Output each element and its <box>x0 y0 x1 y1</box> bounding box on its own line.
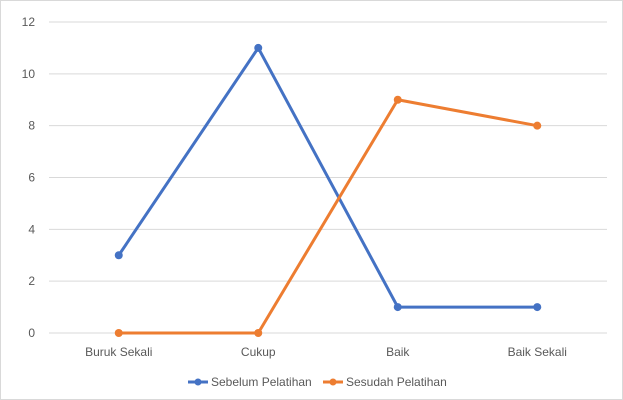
x-tick-label: Baik Sekali <box>508 345 567 359</box>
y-tick-label: 2 <box>28 274 35 288</box>
series-line <box>117 46 539 309</box>
y-tick-label: 8 <box>28 119 35 133</box>
x-axis-ticks: Buruk Sekali Cukup Baik Baik Sekali <box>85 345 567 359</box>
legend: Sebelum Pelatihan Sesudah Pelatihan <box>188 375 447 389</box>
legend-item: Sebelum Pelatihan <box>188 375 312 389</box>
x-tick-label: Baik <box>386 345 410 359</box>
y-tick-label: 4 <box>28 222 35 236</box>
y-tick-label: 6 <box>28 171 35 185</box>
data-point <box>114 329 123 337</box>
legend-label: Sesudah Pelatihan <box>346 375 447 389</box>
x-tick-label: Buruk Sekali <box>85 345 152 359</box>
legend-point-marker <box>329 378 337 386</box>
data-point <box>114 251 123 260</box>
y-tick-label: 12 <box>22 15 36 29</box>
data-point <box>393 303 402 312</box>
x-tick-label: Cukup <box>241 345 276 359</box>
data-point <box>254 43 263 52</box>
y-tick-label: 10 <box>22 67 36 81</box>
series-1 <box>114 43 542 312</box>
series-line <box>117 98 539 335</box>
data-point <box>533 303 542 312</box>
legend-label: Sebelum Pelatihan <box>211 375 312 389</box>
gridlines <box>49 21 607 334</box>
data-point <box>393 95 402 104</box>
y-tick-label: 0 <box>28 326 35 340</box>
y-axis-ticks: 0 2 4 6 8 10 12 <box>22 15 36 340</box>
series-lines <box>114 43 542 337</box>
data-point <box>254 329 263 337</box>
legend-item: Sesudah Pelatihan <box>323 375 447 389</box>
series-2 <box>114 95 542 337</box>
data-point <box>533 121 542 130</box>
legend-point-marker <box>194 378 202 386</box>
